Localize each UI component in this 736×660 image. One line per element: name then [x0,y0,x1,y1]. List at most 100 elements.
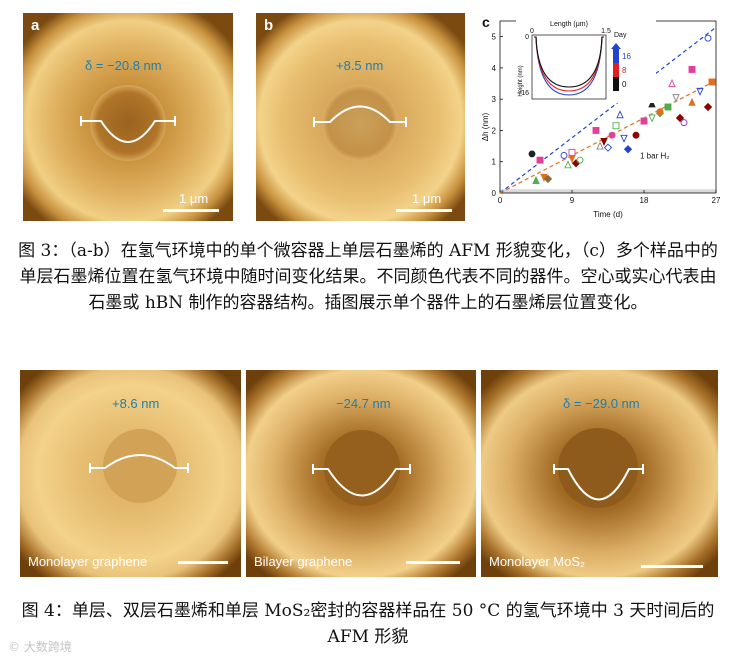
fit-line [499,79,717,194]
y-tick-label: 4 [492,64,497,73]
chart-panel-c: c 0 9 18 27 0 1 2 3 4 5 Time (d) Δh (nm) 1 bar H₂ Len… [480,13,730,225]
legend-swatch [613,77,619,91]
condition-annotation: 1 bar H₂ [640,152,669,161]
data-point [632,131,640,139]
afm-image-a [23,13,233,221]
data-point [603,143,613,152]
data-point [596,141,604,150]
data-point [528,150,536,158]
data-point [592,127,600,134]
inset-x-tick-label: 0 [530,28,534,35]
scale-bar-b [396,209,452,212]
inset-x-label: Length (μm) [550,21,588,28]
material-label-monolayer-mos2: Monolayer MoS₂ [489,554,586,569]
afm-panel-monolayer-graphene: +8.6 nm Monolayer graphene [20,370,241,577]
data-point [708,78,716,86]
data-point [608,131,616,139]
y-tick-label: 2 [492,126,497,135]
data-point [576,156,584,164]
panel-letter-b: b [264,17,274,34]
data-point [564,160,572,169]
legend-arrow-head [611,43,621,49]
scale-label-a: 1 μm [179,191,209,206]
inset-x-tick-label: 1.5 [601,28,611,35]
scale-bar-bilayer-graphene [406,561,460,564]
data-point [703,102,713,112]
data-point [571,159,581,168]
data-point [568,155,576,164]
scale-bar-a [163,209,219,212]
data-point [688,97,696,106]
data-point [675,113,685,123]
data-point [532,175,540,184]
inset-background [516,19,656,103]
legend-label: 16 [622,52,631,61]
data-point [623,145,633,154]
figure3-caption: 图 3：（a-b）在氢气环境中的单个微容器上单层石墨烯的 AFM 形貌变化，（c… [18,241,718,313]
panel-letter-c: c [482,14,490,30]
y-tick-label: 0 [492,189,497,198]
material-label-bilayer-graphene: Bilayer graphene [254,554,353,569]
x-tick-label: 0 [498,196,503,205]
depth-value-a: δ = −20.8 nm [85,58,162,73]
height-profile-b [313,105,407,127]
x-tick-label: 9 [570,196,575,205]
x-axis-label: Time (d) [593,210,623,219]
data-point [536,156,544,164]
inset-y-tick-label: 0 [525,34,529,41]
data-point [620,134,628,143]
height-value-monolayer-graphene: +8.6 nm [112,396,160,411]
y-tick-label: 3 [492,95,497,104]
height-vs-time-chart: c 0 9 18 27 0 1 2 3 4 5 Time (d) Δh (nm) 1 bar H₂ Len… [481,14,721,219]
data-point [680,119,688,127]
inset-legend-title: Day [614,32,627,39]
data-point [648,114,656,123]
data-point [648,99,656,108]
data-point [616,110,624,119]
inset-frame [531,34,607,100]
data-point [612,122,620,130]
scale-bar-monolayer-graphene [178,561,228,564]
height-profile-monolayer-graphene [89,454,189,473]
fit-line [499,26,717,194]
afm-panel-monolayer-mos2: δ = −29.0 nm Monolayer MoS₂ [481,370,718,577]
depth-value-monolayer-mos2: δ = −29.0 nm [563,396,640,411]
data-point [668,78,676,87]
height-profile-bilayer-graphene [312,464,411,497]
data-point [560,152,568,159]
x-tick-label: 27 [712,196,721,205]
inset-profile-curve [534,36,604,88]
depth-value-b: +8.5 nm [336,58,384,73]
figure4-caption: 图 4：单层、双层石墨烯和单层 MoS₂密封的容器样品在 50 °C 的氢气环境… [21,601,715,647]
data-point [640,117,648,125]
data-point [688,66,696,73]
data-point [704,34,712,42]
baseline-band [500,189,716,193]
inset-y-label: Height (nm) [518,65,524,96]
data-point [543,174,553,184]
afm-panel-bilayer-graphene: −24.7 nm Bilayer graphene [246,370,476,577]
x-tick-label: 18 [640,196,649,205]
data-point [656,108,664,116]
data-point [672,94,680,103]
legend-swatch [613,63,619,77]
scale-label-b: 1 μm [412,191,442,206]
y-axis-label: Δh (nm) [481,112,490,141]
data-point [600,137,608,146]
data-point [568,148,576,156]
afm-image-monolayer-graphene [20,370,241,577]
data-point [664,103,672,111]
scale-bar-monolayer-mos2 [641,565,703,568]
afm-panel-a: a δ = −20.8 nm 1 μm [23,13,233,221]
legend-swatch [613,49,619,63]
legend-label: 8 [622,66,627,75]
y-tick-label: 5 [492,33,497,42]
afm-panel-b: b +8.5 nm 1 μm [256,13,465,221]
inset-y-tick-label: −16 [517,90,529,97]
material-label-monolayer-graphene: Monolayer graphene [28,554,148,569]
depth-value-bilayer-graphene: −24.7 nm [336,396,391,411]
height-profile-a [80,116,176,143]
legend-label: 0 [622,80,627,89]
data-point [696,87,704,96]
y-tick-label: 1 [492,158,497,167]
